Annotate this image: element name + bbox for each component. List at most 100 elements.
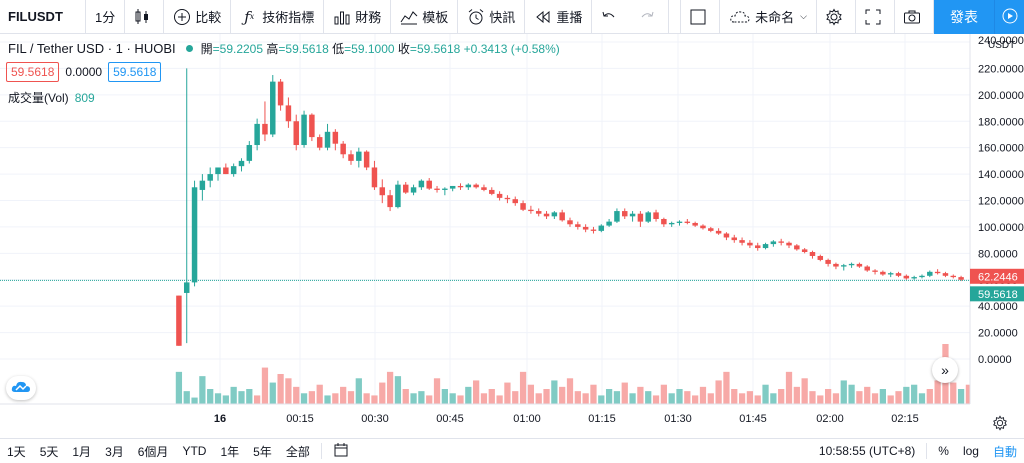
- redo-button[interactable]: [630, 0, 670, 34]
- candle-body: [504, 197, 511, 200]
- range-1d[interactable]: 1天: [7, 444, 26, 459]
- volume-bar: [699, 386, 707, 404]
- volume-bar: [449, 393, 456, 404]
- settings-button[interactable]: [817, 0, 856, 34]
- candle-body: [316, 137, 323, 148]
- range-6m[interactable]: 6個月: [137, 444, 169, 459]
- auto-scale-toggle[interactable]: 自動: [992, 444, 1017, 459]
- candle-body: [551, 212, 558, 217]
- time-tick-label: 01:30: [664, 413, 692, 425]
- alert-button[interactable]: 快訊: [458, 0, 526, 34]
- candle-body: [794, 245, 800, 250]
- candle-body: [809, 252, 816, 256]
- currency-label: USDT: [988, 40, 1015, 51]
- volume-legend: 成交量(Vol) 809: [8, 89, 95, 106]
- candle-body: [950, 275, 957, 278]
- buy-price-button[interactable]: 59.5618: [108, 62, 162, 82]
- candle-body: [856, 263, 863, 267]
- financials-button[interactable]: 財務: [324, 0, 392, 34]
- range-1y[interactable]: 1年: [220, 444, 240, 459]
- layout-name-button[interactable]: 未命名 ⌵: [720, 0, 817, 34]
- candlesticks: [176, 68, 964, 346]
- chart-legend: FIL / Tether USD · 1 · HUOBI 開=59.2205 高…: [8, 40, 560, 57]
- date-range-button[interactable]: [326, 442, 356, 461]
- volume-bar: [903, 386, 910, 404]
- symbol-title[interactable]: FIL / Tether USD · 1 · HUOBI: [8, 41, 176, 56]
- snapshot-button[interactable]: [895, 0, 934, 34]
- tradingview-logo[interactable]: [6, 376, 36, 400]
- volume-bar: [832, 393, 840, 404]
- volume-bar: [911, 384, 918, 404]
- time-tick-label: 01:00: [513, 413, 541, 425]
- volume-bar: [394, 376, 402, 404]
- candle-body: [403, 184, 409, 193]
- volume-bar: [316, 384, 323, 404]
- fullscreen-icon: [864, 8, 882, 26]
- candle-body: [598, 225, 605, 231]
- volume-label[interactable]: 成交量(Vol): [8, 91, 69, 105]
- price-tick-label: 120.0000: [978, 196, 1024, 208]
- volume-bar: [347, 391, 355, 404]
- volume-bar: [418, 391, 425, 404]
- candle-body: [676, 221, 683, 223]
- templates-button[interactable]: 模板: [391, 0, 459, 34]
- layout-button[interactable]: [681, 0, 721, 34]
- interval-button[interactable]: 1分: [86, 0, 126, 34]
- range-5d[interactable]: 5天: [39, 444, 59, 459]
- volume-bar: [527, 384, 535, 404]
- price-tick-label: 200.0000: [978, 90, 1024, 102]
- time-tick-label: 16: [214, 413, 226, 425]
- log-toggle[interactable]: log: [962, 444, 979, 458]
- financials-label: 財務: [355, 10, 382, 25]
- candle-body: [833, 263, 839, 267]
- price-marker-last: 59.5618: [978, 289, 1018, 301]
- percent-toggle[interactable]: %: [938, 444, 949, 458]
- range-5y[interactable]: 5年: [253, 444, 272, 459]
- alarm-clock-icon: [467, 8, 485, 26]
- volume-bar: [230, 386, 237, 404]
- candle-body: [880, 271, 886, 275]
- fullscreen-button[interactable]: [856, 0, 895, 34]
- range-all[interactable]: 全部: [285, 444, 310, 459]
- volume-bar: [261, 367, 269, 404]
- publish-button[interactable]: 發表: [934, 0, 994, 34]
- volume-bar: [824, 389, 832, 404]
- candle-body: [653, 212, 659, 219]
- candle-body: [426, 180, 432, 189]
- compare-button[interactable]: 比較: [164, 0, 232, 34]
- square-icon: [689, 8, 707, 26]
- candle-body: [535, 211, 542, 214]
- candle-body: [528, 209, 534, 212]
- volume-bar: [582, 393, 589, 404]
- candle-body: [465, 184, 472, 188]
- price-chart[interactable]: 220.0000200.0000180.0000160.0000140.0000…: [0, 34, 1024, 438]
- volume-bar: [684, 391, 691, 404]
- sell-price-button[interactable]: 59.5618: [6, 62, 60, 82]
- undo-button[interactable]: [592, 0, 630, 34]
- clock-timezone[interactable]: 10:58:55 (UTC+8): [818, 444, 916, 458]
- chart-settings-button[interactable]: [990, 414, 1010, 434]
- candle-body: [629, 213, 636, 217]
- volume-bar: [308, 391, 316, 404]
- volume-bar: [629, 393, 636, 404]
- play-button[interactable]: [994, 0, 1024, 34]
- volume-bar: [605, 389, 613, 404]
- range-1m[interactable]: 1月: [72, 444, 92, 459]
- volume-bar: [175, 371, 183, 404]
- volume-bar: [300, 393, 308, 404]
- volume-bar: [879, 389, 886, 404]
- range-ytd[interactable]: YTD: [182, 444, 207, 458]
- volume-bar: [551, 380, 558, 404]
- volume-bar: [441, 389, 448, 404]
- range-3m[interactable]: 3月: [105, 444, 124, 459]
- volume-bar: [519, 371, 527, 404]
- candle-body: [301, 114, 307, 146]
- candle-body: [277, 81, 284, 106]
- symbol-search-button[interactable]: FILUSDT: [0, 0, 86, 34]
- chart-type-button[interactable]: [125, 0, 165, 34]
- scroll-to-realtime-button[interactable]: »: [932, 357, 958, 383]
- volume-bar: [645, 391, 652, 404]
- replay-button[interactable]: 重播: [525, 0, 593, 34]
- ohlc-values: 開=59.2205 高=59.5618 低=59.1000 收=59.5618 …: [200, 42, 560, 56]
